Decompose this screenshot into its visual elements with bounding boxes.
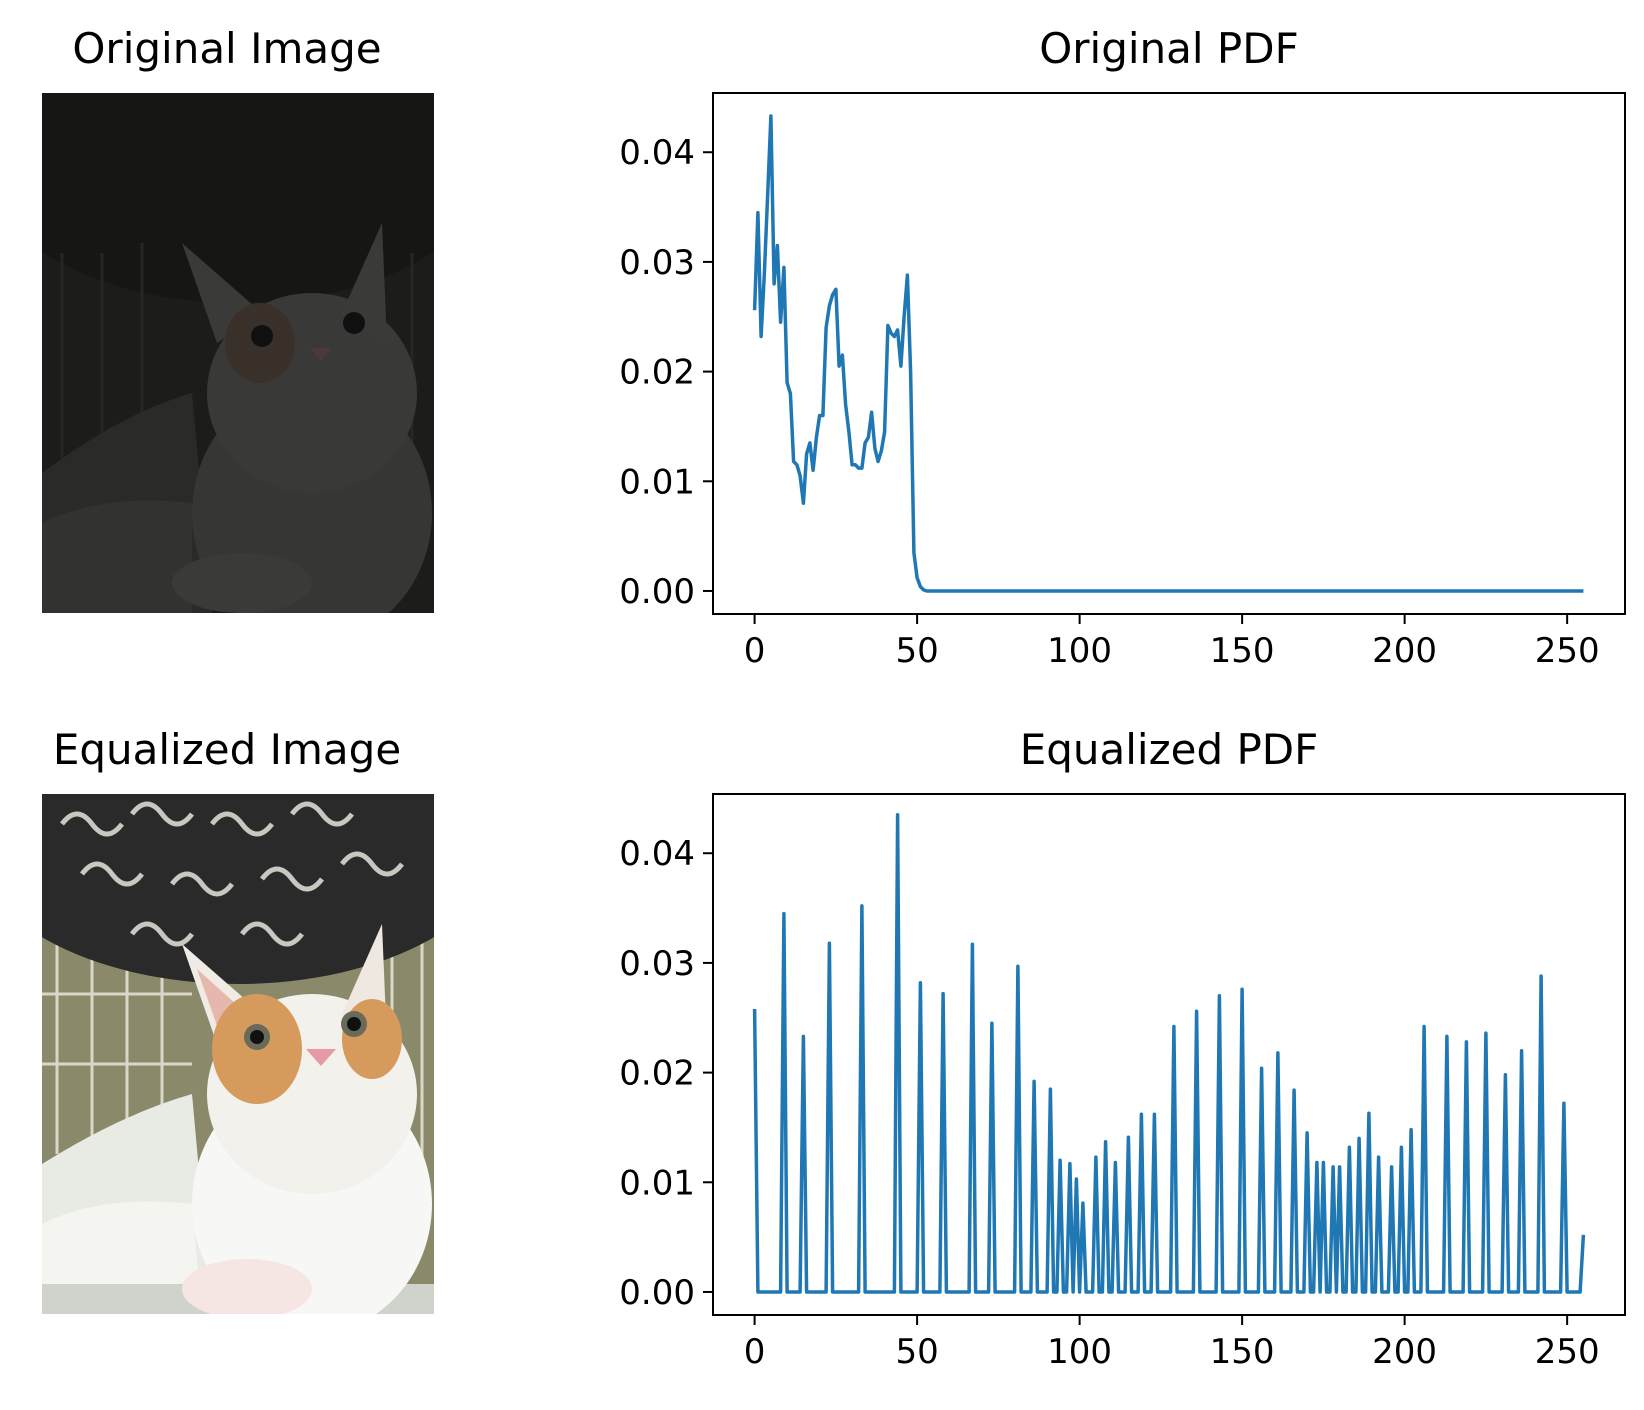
original-image xyxy=(42,93,434,613)
equalized-pdf-ytick-label: 0.01 xyxy=(619,1163,695,1203)
equalized-pdf-frame xyxy=(712,793,1626,1316)
equalized-pdf-xtick-label: 100 xyxy=(1047,1332,1112,1372)
equalized-pdf-xtick-label: 200 xyxy=(1372,1332,1437,1372)
original-pdf-xtick-label: 100 xyxy=(1047,631,1112,671)
equalized-pdf-ytick-label: 0.04 xyxy=(619,834,695,874)
original-pdf-ytick-label: 0.01 xyxy=(619,462,695,502)
original-pdf-frame xyxy=(712,92,1626,615)
equalized-pdf-xtick-label: 50 xyxy=(895,1332,938,1372)
equalized-pdf-ytick-label: 0.02 xyxy=(619,1054,695,1094)
equalized-image xyxy=(42,794,434,1314)
equalized-pdf-xtick-label: 0 xyxy=(744,1332,766,1372)
original-image-title: Original Image xyxy=(72,24,382,73)
original-pdf-xtick-label: 50 xyxy=(895,631,938,671)
original-pdf-ytick-label: 0.02 xyxy=(619,353,695,393)
original-pdf-xtick-label: 250 xyxy=(1535,631,1600,671)
original-pdf-xtick-label: 0 xyxy=(744,631,766,671)
equalized-cat-photo xyxy=(42,794,434,1314)
original-pdf-xtick-label: 150 xyxy=(1210,631,1275,671)
equalized-pdf-axes: 0 50 100 150 200 250 0.00 0.01 0.02 0.03 0.04 xyxy=(619,793,1626,1372)
original-pdf-title: Original PDF xyxy=(1039,24,1299,73)
equalized-pdf-ytick-label: 0.00 xyxy=(619,1273,695,1313)
original-pdf-line xyxy=(752,114,1584,593)
original-pdf-ytick-label: 0.04 xyxy=(619,133,695,173)
equalized-image-title: Equalized Image xyxy=(52,725,402,774)
original-pdf-ytick-label: 0.00 xyxy=(619,572,695,612)
equalized-pdf-xtick-label: 150 xyxy=(1210,1332,1275,1372)
original-cat-photo xyxy=(42,93,434,613)
original-pdf-xtick-label: 200 xyxy=(1372,631,1437,671)
equalized-pdf-title: Equalized PDF xyxy=(1019,725,1319,774)
original-pdf-axes: 0 50 100 150 200 250 0.00 0.01 0.02 0.03 0.04 xyxy=(619,92,1626,671)
equalized-pdf-ytick-label: 0.03 xyxy=(619,944,695,984)
original-pdf-ytick-label: 0.03 xyxy=(619,243,695,283)
equalized-pdf-xtick-label: 250 xyxy=(1535,1332,1600,1372)
equalized-pdf-line xyxy=(752,813,1586,1294)
